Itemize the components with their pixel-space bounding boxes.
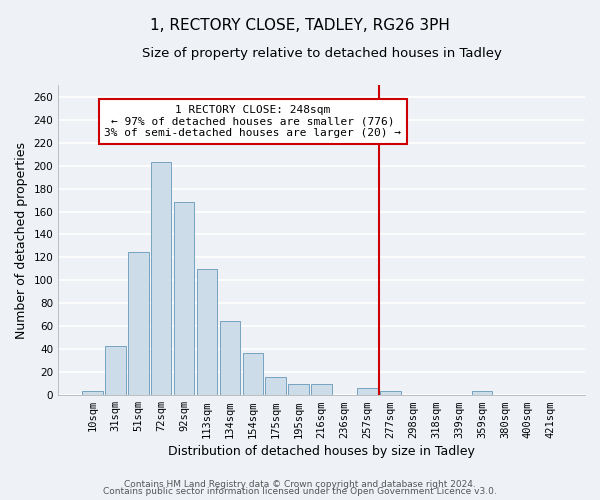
Bar [197, 269, 217, 395]
Text: 1 RECTORY CLOSE: 248sqm
← 97% of detached houses are smaller (776)
3% of semi-de: 1 RECTORY CLOSE: 248sqm ← 97% of detache… [104, 105, 401, 138]
Text: 1, RECTORY CLOSE, TADLEY, RG26 3PH: 1, RECTORY CLOSE, TADLEY, RG26 3PH [150, 18, 450, 32]
Bar [357, 388, 378, 395]
X-axis label: Distribution of detached houses by size in Tadley: Distribution of detached houses by size … [168, 444, 475, 458]
Text: Contains public sector information licensed under the Open Government Licence v3: Contains public sector information licen… [103, 487, 497, 496]
Bar [242, 352, 263, 395]
Bar [265, 377, 286, 395]
Text: Contains HM Land Registry data © Crown copyright and database right 2024.: Contains HM Land Registry data © Crown c… [124, 480, 476, 489]
Bar [174, 202, 194, 395]
Bar [220, 320, 240, 395]
Y-axis label: Number of detached properties: Number of detached properties [15, 142, 28, 338]
Bar [151, 162, 172, 395]
Title: Size of property relative to detached houses in Tadley: Size of property relative to detached ho… [142, 48, 502, 60]
Bar [380, 390, 401, 395]
Bar [105, 346, 125, 395]
Bar [289, 384, 309, 395]
Bar [128, 252, 149, 395]
Bar [82, 390, 103, 395]
Bar [311, 384, 332, 395]
Bar [472, 390, 493, 395]
